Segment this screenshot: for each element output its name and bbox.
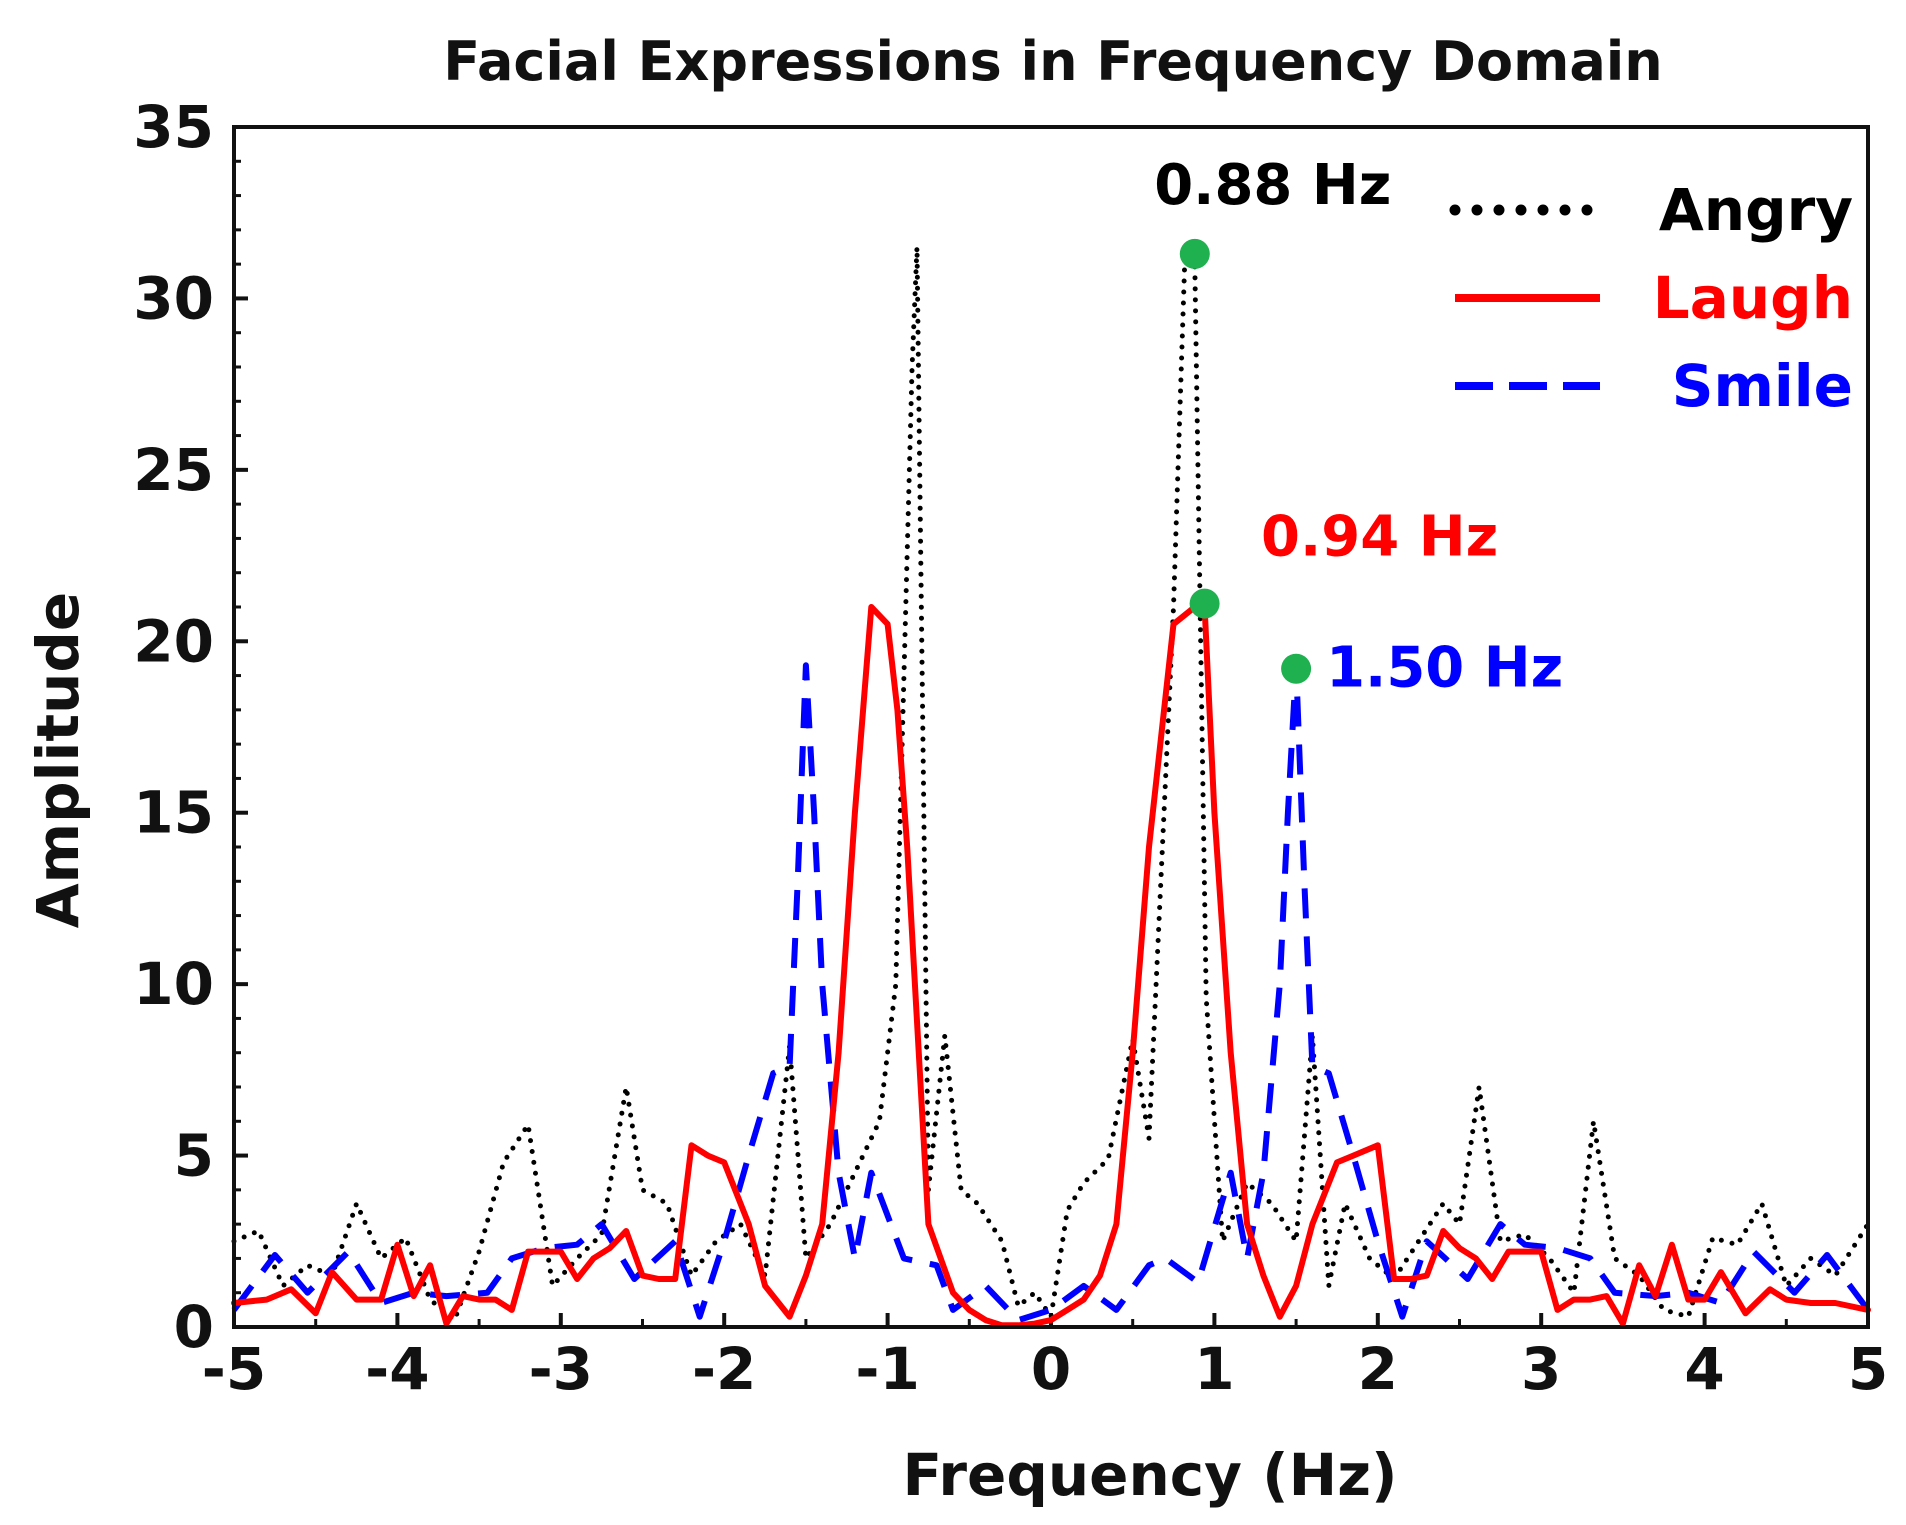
- x-tick-label: 5: [1848, 1335, 1888, 1403]
- x-axis-label: Frequency (Hz): [903, 1441, 1398, 1509]
- x-tick-label: -4: [365, 1335, 429, 1403]
- series-layer: [231, 244, 1871, 1329]
- peak-label-angry: 0.88 Hz: [1154, 153, 1391, 218]
- y-axis-label: Amplitude: [24, 592, 92, 928]
- peak-marker-smile: [1281, 653, 1312, 684]
- x-tick-label: 1: [1194, 1335, 1234, 1403]
- x-tick-label: 4: [1684, 1335, 1724, 1403]
- legend-label-angry: Angry: [1659, 176, 1853, 244]
- peak-marker-laugh: [1189, 588, 1220, 619]
- x-tick-label: 0: [1031, 1335, 1071, 1403]
- y-tick-label: 15: [133, 779, 214, 847]
- legend-label-smile: Smile: [1672, 352, 1853, 420]
- x-tick-label: 2: [1358, 1335, 1398, 1403]
- x-tick-label: 3: [1521, 1335, 1561, 1403]
- x-tick-label: -2: [692, 1335, 756, 1403]
- x-tick-label: -3: [529, 1335, 593, 1403]
- axes-ticks: -5 -4 -3 -2 -1 0 1 2 3 4 5 0 5 10 15 20 25 30 35: [133, 93, 1888, 1403]
- legend-label-laugh: Laugh: [1653, 264, 1853, 332]
- y-tick-label: 35: [133, 93, 214, 161]
- x-tick-label: -1: [855, 1335, 919, 1403]
- x-tick-label: -5: [202, 1335, 266, 1403]
- y-tick-label: 20: [133, 607, 214, 675]
- peak-marker-angry: [1179, 238, 1210, 269]
- plot-frame: [232, 125, 1870, 1329]
- y-tick-label: 30: [133, 264, 214, 332]
- peak-label-smile: 1.50 Hz: [1326, 636, 1563, 701]
- y-tick-label: 0: [174, 1293, 214, 1361]
- y-tick-label: 25: [133, 436, 214, 504]
- y-tick-label: 10: [133, 950, 214, 1018]
- annotations-layer: 0.88 Hz 0.94 Hz 1.50 Hz: [1154, 153, 1563, 701]
- peak-label-laugh: 0.94 Hz: [1261, 505, 1498, 570]
- y-tick-label: 5: [174, 1122, 214, 1190]
- chart-title: Facial Expressions in Frequency Domain: [443, 30, 1663, 93]
- legend: Angry Laugh Smile: [1449, 176, 1853, 420]
- series-line-laugh: [231, 604, 1871, 1329]
